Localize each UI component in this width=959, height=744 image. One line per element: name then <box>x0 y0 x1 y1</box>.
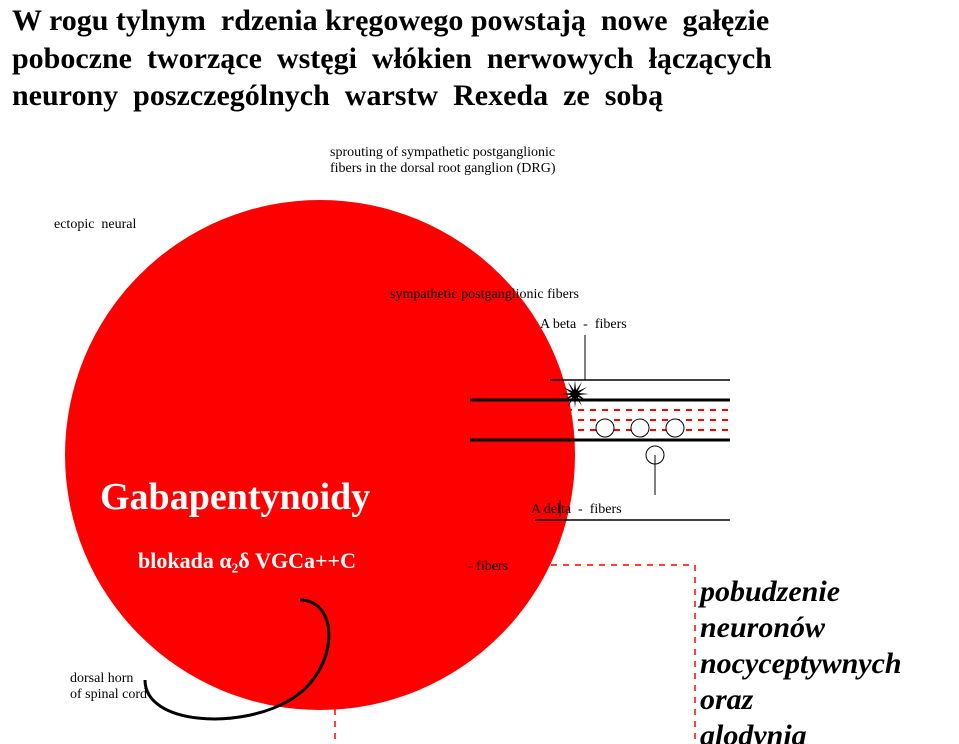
ganglion-circle-2 <box>666 419 684 437</box>
label-a-delta: A delta - fibers <box>531 500 622 518</box>
gabapentynoidy-label: Gabapentynoidy <box>100 475 370 519</box>
label-sym-post: sympathetic postganglionic fibers <box>390 285 579 303</box>
ganglion-circle-1 <box>631 419 649 437</box>
label-a-beta: A beta - fibers <box>540 315 627 333</box>
conclusion-text: pobudzenieneuronównocyceptywnychorazalod… <box>700 574 902 744</box>
label-ectopic: ectopic neural <box>54 215 136 233</box>
big-circle <box>65 200 575 710</box>
diagram-canvas: W rogu tylnym rdzenia kręgowego powstają… <box>0 0 959 744</box>
label-c-fibers: - fibers <box>468 557 508 575</box>
label-sprouting: sprouting of sympathetic postganglionicf… <box>330 145 556 177</box>
label-dorsal-horn: dorsal hornof spinal cord <box>70 671 147 703</box>
blokada-label: blokada α₂δ VGCa++C <box>138 548 356 574</box>
ganglion-circle-0 <box>596 419 614 437</box>
